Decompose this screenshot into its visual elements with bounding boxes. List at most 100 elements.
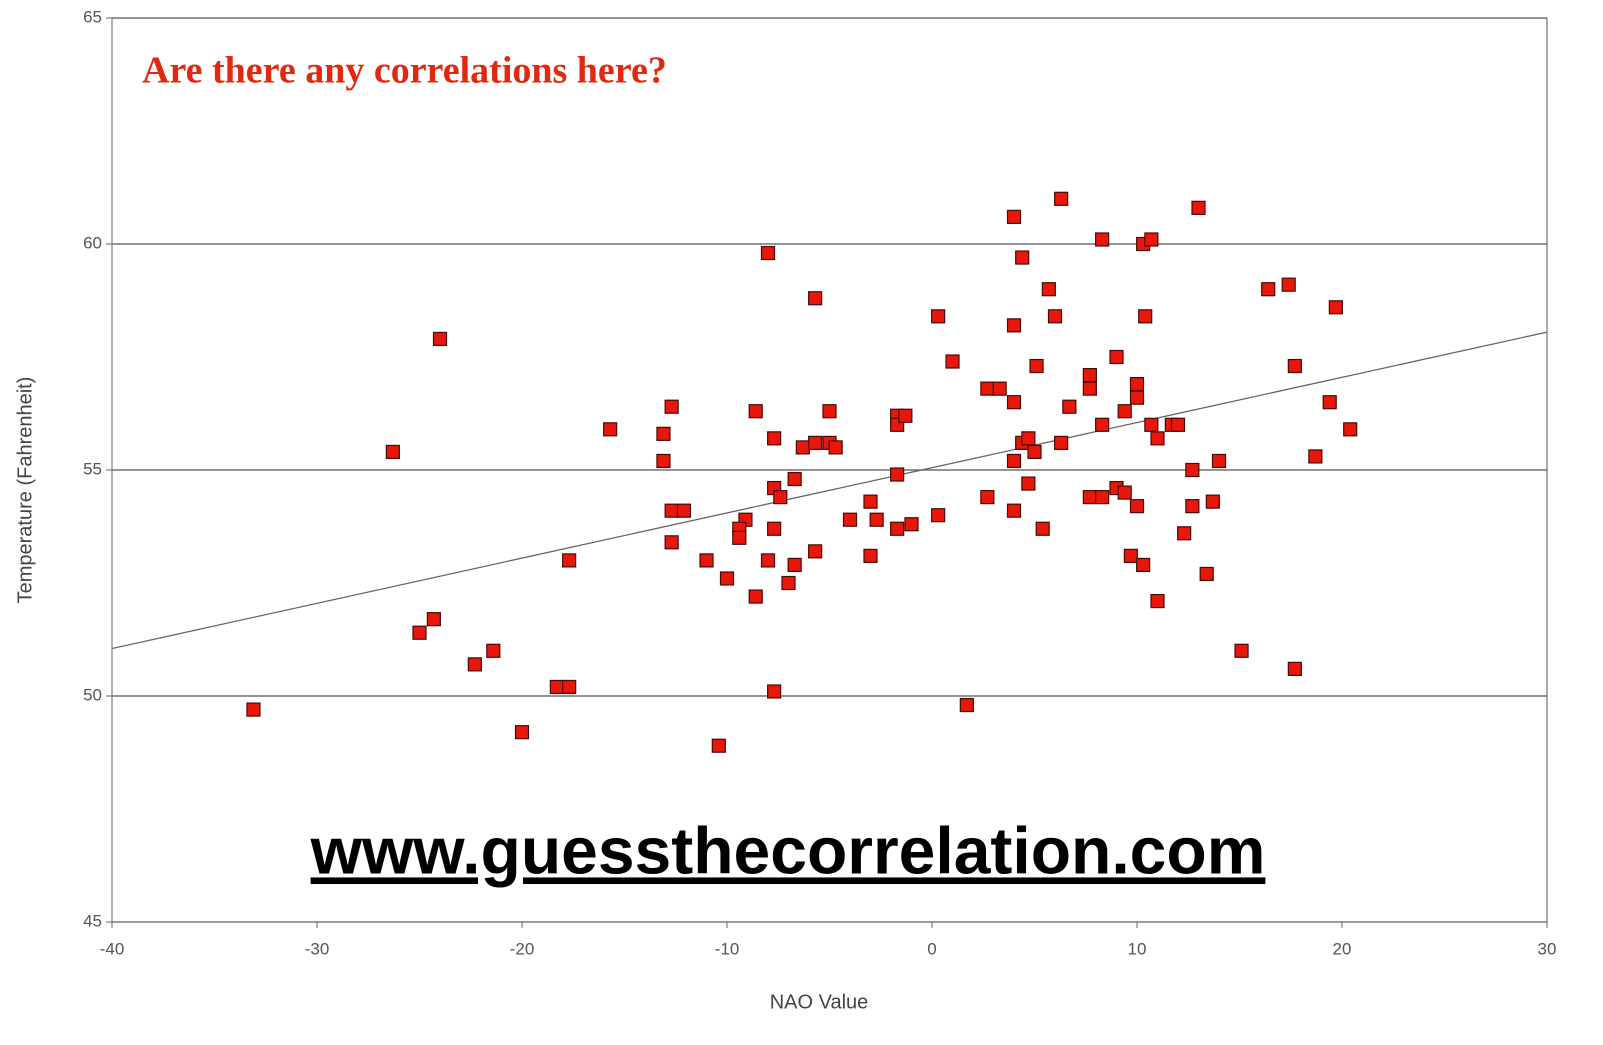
point (1199, 566, 1214, 582)
point (664, 535, 679, 550)
point (1062, 399, 1077, 414)
point (869, 512, 884, 527)
point (1109, 349, 1124, 365)
point (562, 553, 577, 568)
point (1082, 490, 1097, 505)
x-tick-label: 10 (1128, 939, 1147, 958)
point (808, 435, 823, 450)
point (1191, 200, 1206, 215)
point (426, 612, 441, 627)
point (767, 431, 782, 446)
point (699, 553, 714, 568)
point (1117, 404, 1132, 419)
point (1054, 435, 1069, 450)
point (748, 404, 763, 419)
x-tick-label: -20 (510, 939, 535, 958)
point (1082, 381, 1097, 396)
point (980, 490, 995, 505)
point (1027, 444, 1042, 460)
point (1117, 485, 1132, 500)
point (1308, 449, 1323, 464)
point (1322, 395, 1337, 410)
point (1006, 209, 1022, 224)
point (1205, 494, 1220, 509)
point (767, 521, 782, 536)
point (1185, 499, 1200, 514)
y-tick-label: 60 (83, 233, 102, 252)
x-tick-label: -40 (100, 939, 125, 958)
point (898, 408, 913, 423)
point (1021, 431, 1036, 446)
point (719, 571, 735, 586)
point (412, 625, 427, 640)
x-tick-label: -30 (305, 939, 330, 958)
point (931, 508, 946, 523)
point (760, 553, 776, 568)
point (1150, 431, 1165, 446)
point (808, 291, 823, 306)
point (1261, 282, 1276, 297)
point (1006, 453, 1022, 469)
point (1343, 422, 1358, 437)
point (1185, 462, 1200, 478)
point (760, 245, 776, 261)
point (1082, 367, 1097, 383)
point (890, 521, 905, 536)
point (1095, 490, 1110, 505)
trend-line (111, 331, 1548, 650)
point (822, 404, 837, 419)
point (1287, 358, 1302, 374)
point (980, 381, 995, 396)
point (863, 494, 878, 509)
point (828, 440, 843, 455)
point (549, 679, 564, 695)
point (1177, 526, 1192, 541)
point (1006, 318, 1022, 333)
point (1006, 395, 1022, 410)
point (1015, 250, 1030, 265)
point (432, 331, 448, 347)
point (1006, 503, 1022, 518)
x-axis-label: NAO Value (770, 991, 869, 1013)
point (711, 738, 726, 753)
point (1047, 309, 1063, 324)
point (945, 354, 960, 369)
point (1041, 282, 1056, 297)
point (603, 422, 618, 437)
point (992, 381, 1007, 396)
point (1138, 309, 1153, 324)
point (890, 467, 905, 482)
point (385, 444, 400, 460)
point (959, 697, 974, 713)
point (467, 657, 482, 672)
url-annotation: www.guessthecorrelation.com (310, 813, 1266, 887)
point (1054, 191, 1069, 206)
point (1095, 417, 1110, 432)
point (1144, 232, 1159, 247)
point (863, 548, 878, 563)
y-tick-label: 55 (83, 459, 102, 478)
point (1129, 390, 1145, 405)
point (486, 643, 501, 658)
point (664, 503, 679, 518)
point (931, 309, 946, 324)
point (246, 702, 261, 717)
point (795, 440, 810, 455)
x-tick-label: 30 (1538, 939, 1557, 958)
point (656, 426, 671, 441)
point (1281, 277, 1296, 292)
y-tick-label: 45 (83, 911, 102, 930)
point (748, 589, 763, 604)
point (1029, 358, 1044, 374)
point (773, 490, 788, 505)
point (656, 453, 671, 469)
point (514, 725, 530, 740)
point (904, 517, 919, 532)
point (1035, 521, 1050, 536)
y-axis-label: Temperature (Fahrenheit) (14, 377, 36, 604)
point (842, 512, 858, 527)
point (732, 530, 747, 545)
point (1123, 548, 1138, 563)
point (767, 684, 782, 699)
